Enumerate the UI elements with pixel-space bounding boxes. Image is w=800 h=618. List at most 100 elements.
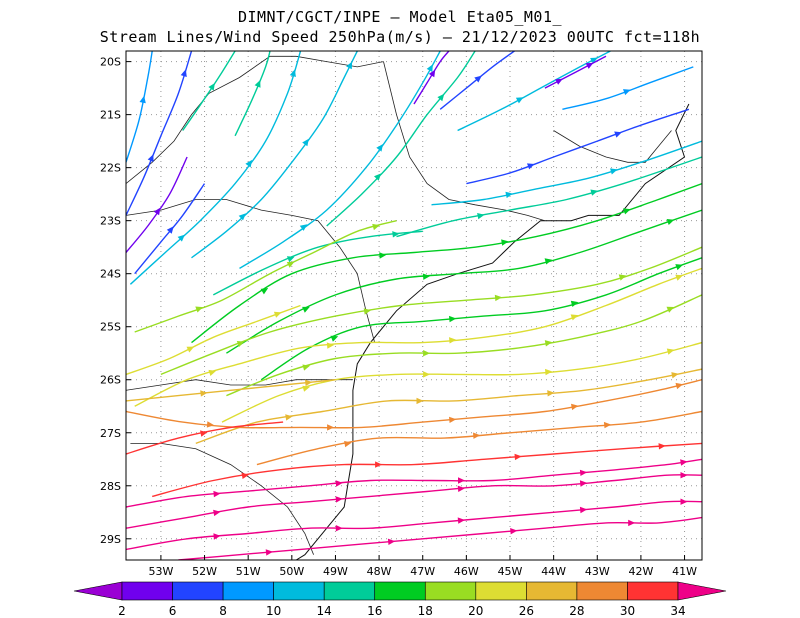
streamline-arrowhead <box>457 517 465 524</box>
colorbar-label: 20 <box>468 604 483 618</box>
state-border <box>553 130 672 163</box>
streamline-arrowhead <box>245 159 253 168</box>
streamline-arrowhead <box>236 341 245 347</box>
colorbar-segment <box>172 581 224 601</box>
streamline-arrowhead <box>623 89 631 96</box>
streamline-arrowhead <box>623 208 631 215</box>
lon-tick-label: 52W <box>192 565 217 578</box>
streamline-arrowhead <box>286 261 295 268</box>
colorbar-label: 16 <box>367 604 382 618</box>
streamline <box>160 246 702 376</box>
streamline-arrowhead <box>426 64 433 72</box>
lat-tick-label: 24S <box>100 268 121 281</box>
streamline-arrowhead <box>208 369 217 376</box>
streamline-arrowhead <box>675 382 684 390</box>
streamline-arrowhead <box>590 57 598 64</box>
streamline-arrowhead <box>666 306 675 313</box>
colorbar-segment <box>627 581 679 601</box>
streamline-arrowhead <box>305 379 313 386</box>
streamline-arrowhead <box>299 224 308 231</box>
streamline-arrowhead <box>392 231 400 238</box>
streamline <box>544 55 607 89</box>
streamline-arrowhead <box>658 443 666 450</box>
streamline-arrowhead <box>449 416 457 423</box>
streamline-arrowhead <box>570 300 579 307</box>
streamline-arrowhead <box>139 95 146 104</box>
streamline-arrowhead <box>458 477 465 484</box>
colorbar-segment <box>273 581 325 601</box>
streamline-arrowhead <box>273 311 282 318</box>
streamline-arrowhead <box>437 93 445 102</box>
lon-tick-label: 42W <box>628 565 653 578</box>
streamline-arrowhead <box>335 525 343 532</box>
colorbar-segment <box>222 581 274 601</box>
streamline-arrowhead <box>374 173 382 181</box>
streamline-arrowhead <box>585 62 594 69</box>
streamline-arrowhead <box>477 213 485 220</box>
streamline-arrowhead <box>302 138 309 147</box>
streamline-arrowhead <box>302 364 310 371</box>
streamline-arrowhead <box>666 219 675 225</box>
state-border <box>126 55 384 184</box>
colorbar-label: 2 <box>118 604 126 618</box>
streamline-arrowhead <box>200 430 208 437</box>
streamline-arrowhead <box>375 461 383 468</box>
lat-tick-label: 20S <box>100 56 121 69</box>
streamline <box>239 51 441 269</box>
streamlines <box>126 51 702 560</box>
streamline-arrowhead <box>344 440 352 448</box>
lon-tick-label: 49W <box>323 565 348 578</box>
streamline-arrowhead <box>603 421 612 429</box>
streamline <box>431 140 702 206</box>
streamline-arrowhead <box>628 519 636 527</box>
streamline-arrowhead <box>428 69 436 78</box>
streamline-arrowhead <box>302 385 310 392</box>
lon-tick-label: 41W <box>672 565 697 578</box>
streamline-arrowhead <box>614 131 622 138</box>
streamline-arrowhead <box>423 350 431 357</box>
streamline-arrowhead <box>555 78 563 85</box>
streamline <box>326 51 476 227</box>
streamline-arrowhead <box>285 414 293 421</box>
lat-tick-label: 28S <box>100 480 121 493</box>
streamline <box>191 182 702 344</box>
streamline-arrowhead <box>180 69 187 77</box>
streamline-arrowhead <box>289 69 296 77</box>
map-title-line-2: Stream Lines/Wind Speed 250hPa(m/s) — 21… <box>99 28 701 46</box>
streamline-arrowhead <box>208 83 215 91</box>
streamline-arrowhead <box>363 308 372 315</box>
streamline-arrowhead <box>527 163 535 170</box>
streamline-arrowhead <box>423 371 431 378</box>
streamline-arrowhead <box>186 346 195 353</box>
colorbar-label: 8 <box>219 604 227 618</box>
streamline <box>134 220 397 333</box>
colorbar-segment <box>475 581 527 601</box>
streamline-arrowhead <box>387 538 396 545</box>
streamline-arrowhead <box>302 306 310 313</box>
streamline-arrowhead <box>570 314 579 321</box>
streamline-arrowhead <box>213 490 221 498</box>
streamline-arrowhead <box>206 421 215 428</box>
lon-tick-label: 53W <box>148 565 173 578</box>
streamline <box>457 51 611 132</box>
streamline-arrowhead <box>260 288 269 295</box>
lat-tick-label: 27S <box>100 427 121 440</box>
streamline <box>212 230 423 296</box>
streamline <box>126 458 702 508</box>
streamline-arrowhead <box>153 207 161 216</box>
streamline-arrowhead <box>449 315 457 323</box>
streamline <box>221 341 702 423</box>
streamline <box>226 209 702 354</box>
lat-tick-label: 22S <box>100 162 121 175</box>
streamline-arrowhead <box>473 432 481 439</box>
streamline-arrowhead <box>579 480 588 487</box>
streamline-arrowhead <box>177 234 185 242</box>
coastline <box>295 103 690 560</box>
streamline-arrowhead <box>200 390 208 397</box>
streamline <box>152 442 702 498</box>
streamline-arrowhead <box>372 223 380 231</box>
lon-tick-label: 45W <box>498 565 523 578</box>
streamline-arrowhead <box>166 226 174 234</box>
streamline-arrowhead <box>379 252 387 259</box>
